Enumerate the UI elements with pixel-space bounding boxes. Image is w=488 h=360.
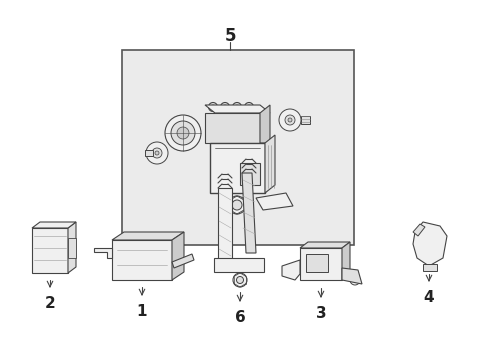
Polygon shape (282, 260, 299, 280)
Circle shape (423, 238, 435, 250)
Bar (122, 50, 353, 245)
Circle shape (223, 105, 226, 109)
Polygon shape (242, 173, 256, 253)
Bar (68, 238, 76, 258)
Text: 3: 3 (315, 306, 325, 321)
Circle shape (227, 196, 245, 214)
Polygon shape (412, 224, 424, 236)
Polygon shape (264, 135, 274, 193)
Polygon shape (94, 248, 112, 258)
Bar (204, 113, 260, 143)
Polygon shape (299, 242, 349, 248)
Polygon shape (112, 232, 183, 240)
Bar (214, 258, 264, 272)
Circle shape (287, 118, 291, 122)
Circle shape (427, 242, 431, 247)
Polygon shape (341, 242, 349, 280)
Bar (301, 116, 309, 124)
Circle shape (246, 105, 250, 109)
Circle shape (232, 273, 246, 287)
Circle shape (208, 103, 217, 112)
Polygon shape (32, 222, 76, 228)
Circle shape (417, 232, 441, 256)
Bar (145, 150, 153, 156)
Text: 6: 6 (234, 310, 245, 325)
Circle shape (232, 103, 241, 112)
Circle shape (231, 200, 242, 210)
Text: 2: 2 (44, 296, 55, 311)
Bar (422, 264, 436, 271)
Circle shape (164, 115, 201, 151)
Polygon shape (412, 222, 446, 266)
Polygon shape (218, 188, 231, 270)
Bar (240, 163, 260, 185)
Bar (112, 240, 172, 280)
Text: 4: 4 (423, 290, 433, 305)
Polygon shape (172, 232, 183, 280)
Bar (209, 143, 264, 193)
Polygon shape (341, 268, 361, 284)
Polygon shape (260, 105, 269, 143)
Text: 1: 1 (137, 304, 147, 319)
Circle shape (349, 275, 359, 285)
Circle shape (152, 148, 162, 158)
Bar (32, 228, 68, 273)
Circle shape (244, 103, 253, 112)
Circle shape (220, 103, 229, 112)
Circle shape (171, 121, 195, 145)
Polygon shape (172, 254, 194, 268)
Circle shape (146, 142, 168, 164)
Circle shape (210, 105, 215, 109)
Bar (305, 254, 327, 272)
Polygon shape (68, 222, 76, 273)
Bar (299, 248, 341, 280)
Text: 5: 5 (224, 27, 235, 45)
Polygon shape (256, 193, 292, 210)
Circle shape (285, 115, 294, 125)
Circle shape (279, 109, 301, 131)
Circle shape (235, 105, 239, 109)
Circle shape (155, 151, 159, 155)
Circle shape (236, 276, 243, 284)
Circle shape (177, 127, 189, 139)
Polygon shape (204, 105, 269, 113)
